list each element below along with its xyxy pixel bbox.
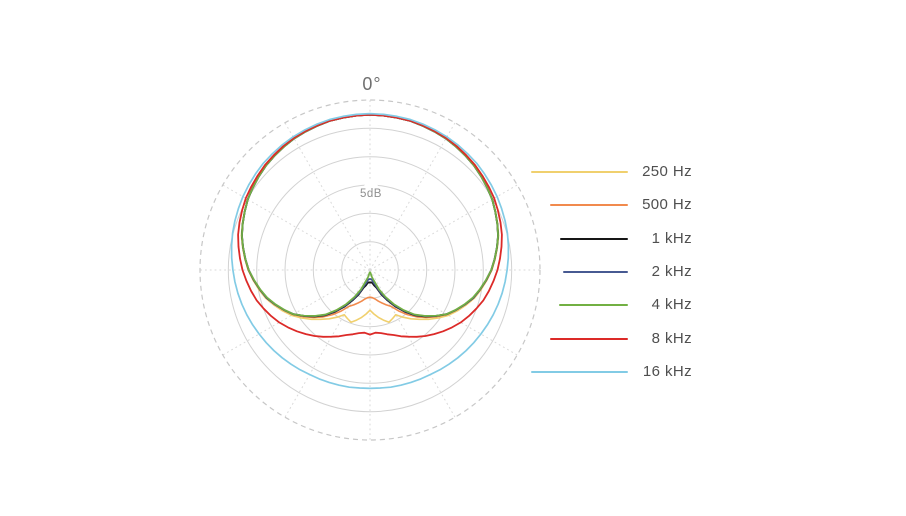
frequency-response-curves: [230, 112, 510, 390]
scale-label-diamond-mask: [357, 178, 385, 209]
db-ring: [312, 212, 428, 328]
outer-dashed-ring: [199, 99, 541, 441]
db-ring: [341, 241, 399, 299]
zero-degree-label: 0°: [362, 74, 381, 94]
curve-16-khz: [230, 112, 510, 390]
ring-scale-label: 5dB: [360, 188, 382, 200]
db-ring: [227, 127, 513, 413]
ring-scale-badge: 5dB: [357, 178, 385, 209]
curve-8-khz: [237, 113, 503, 338]
polar-grid: [199, 99, 541, 441]
db-ring: [256, 156, 484, 384]
